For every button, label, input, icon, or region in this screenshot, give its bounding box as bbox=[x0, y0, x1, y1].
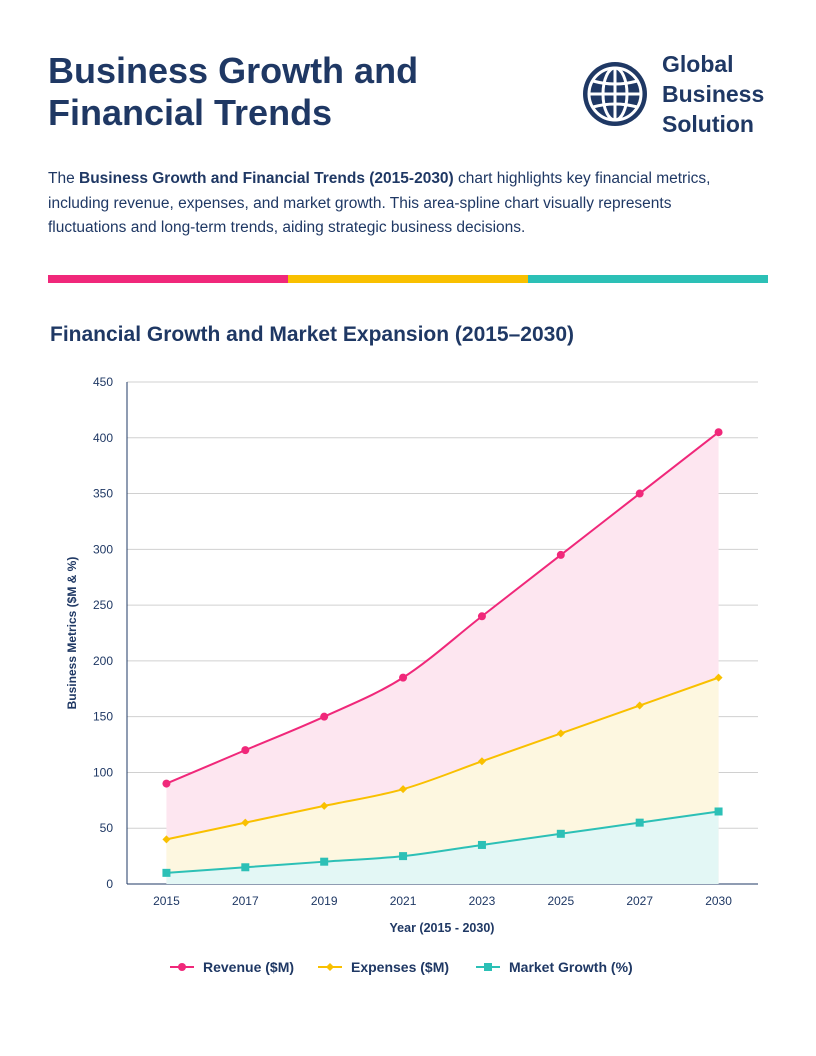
data-point bbox=[635, 701, 644, 710]
data-point bbox=[399, 852, 408, 861]
y-axis-label: Business Metrics ($M & %) bbox=[65, 557, 79, 710]
legend-label: Revenue ($M) bbox=[203, 959, 294, 975]
data-point bbox=[477, 757, 486, 766]
x-tick-label: 2025 bbox=[547, 894, 574, 908]
x-tick-label: 2019 bbox=[311, 894, 338, 908]
description: The Business Growth and Financial Trends… bbox=[48, 167, 748, 241]
data-point bbox=[320, 857, 329, 866]
legend-marker bbox=[484, 963, 492, 971]
logo-line: Global bbox=[662, 51, 734, 77]
data-point bbox=[714, 428, 723, 437]
data-point bbox=[399, 673, 408, 682]
data-point bbox=[162, 868, 171, 877]
description-bold: Business Growth and Financial Trends (20… bbox=[79, 170, 454, 187]
data-point bbox=[556, 729, 565, 738]
data-point bbox=[241, 746, 250, 755]
divider-pink bbox=[48, 275, 288, 283]
y-tick-label: 200 bbox=[93, 654, 113, 668]
globe-icon bbox=[583, 62, 647, 126]
data-point bbox=[556, 550, 565, 559]
x-tick-label: 2030 bbox=[705, 894, 732, 908]
data-point bbox=[635, 489, 644, 498]
y-tick-label: 150 bbox=[93, 710, 113, 724]
chart-title: Financial Growth and Market Expansion (2… bbox=[50, 323, 575, 346]
legend-label: Market Growth (%) bbox=[509, 959, 633, 975]
y-tick-label: 300 bbox=[93, 542, 113, 556]
y-tick-label: 350 bbox=[93, 487, 113, 501]
series-line bbox=[166, 810, 719, 874]
x-axis-label: Year (2015 - 2030) bbox=[390, 921, 495, 935]
data-point bbox=[320, 801, 329, 810]
logo-line: Solution bbox=[662, 111, 754, 137]
page-title: Business Growth and Financial Trends bbox=[48, 50, 419, 133]
data-point bbox=[477, 840, 486, 849]
area-2 bbox=[166, 811, 719, 884]
legend-marker bbox=[178, 963, 186, 971]
divider-teal bbox=[528, 275, 768, 283]
x-tick-label: 2021 bbox=[390, 894, 417, 908]
data-point bbox=[635, 818, 644, 827]
description-text: The bbox=[48, 170, 80, 187]
data-point bbox=[241, 863, 250, 872]
series-line bbox=[166, 676, 719, 841]
y-tick-label: 450 bbox=[93, 375, 113, 389]
legend-marker bbox=[326, 963, 334, 971]
data-point bbox=[162, 835, 171, 844]
x-tick-label: 2015 bbox=[153, 894, 180, 908]
legend-label: Expenses ($M) bbox=[351, 959, 449, 975]
y-tick-label: 50 bbox=[100, 821, 114, 835]
data-point bbox=[714, 807, 723, 816]
data-point bbox=[556, 829, 565, 838]
logo-line: Business bbox=[662, 81, 765, 107]
y-tick-label: 250 bbox=[93, 598, 113, 612]
divider-yellow bbox=[288, 275, 528, 283]
y-tick-label: 400 bbox=[93, 431, 113, 445]
data-point bbox=[399, 785, 408, 794]
x-tick-label: 2023 bbox=[469, 894, 496, 908]
data-point bbox=[714, 673, 723, 682]
data-point bbox=[320, 712, 329, 721]
data-point bbox=[477, 612, 486, 621]
data-point bbox=[162, 779, 171, 788]
data-point bbox=[241, 818, 250, 827]
x-tick-label: 2017 bbox=[232, 894, 259, 908]
logo: Global Business Solution bbox=[582, 49, 764, 139]
x-tick-label: 2027 bbox=[626, 894, 653, 908]
y-tick-label: 100 bbox=[93, 765, 113, 779]
series-line bbox=[166, 431, 720, 785]
y-tick-label: 0 bbox=[106, 877, 113, 891]
description-text: chart highlights key financial metrics, … bbox=[48, 170, 711, 236]
